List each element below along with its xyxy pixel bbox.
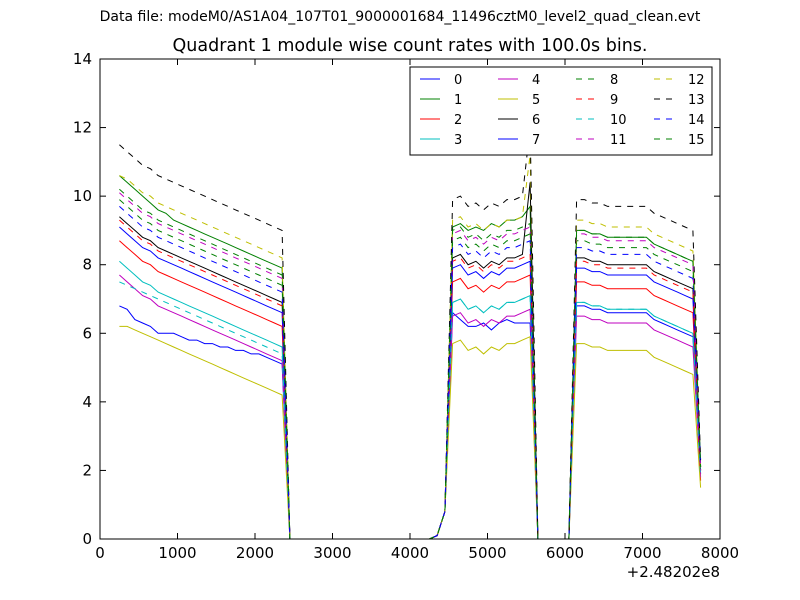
legend-label-2: 2 [454, 113, 462, 128]
series-line-7 [119, 226, 702, 540]
series-line-13 [119, 127, 702, 540]
x-tick-label: 0 [95, 544, 105, 562]
x-tick-label: 3000 [313, 544, 351, 562]
x-tick-label: 7000 [623, 544, 661, 562]
series-line-2 [119, 240, 702, 540]
y-tick-label: 12 [73, 119, 92, 137]
chart-title: Quadrant 1 module wise count rates with … [172, 36, 648, 56]
legend-label-9: 9 [610, 93, 618, 108]
y-tick-label: 10 [73, 187, 92, 205]
legend-label-5: 5 [532, 93, 540, 108]
legend-label-4: 4 [532, 73, 540, 88]
legend-label-15: 15 [688, 133, 705, 148]
x-tick-label: 4000 [391, 544, 429, 562]
series-line-5 [119, 325, 702, 540]
legend-label-0: 0 [454, 73, 462, 88]
series-line-10 [119, 281, 702, 540]
series-line-8 [119, 199, 702, 540]
y-tick-label: 8 [82, 256, 92, 274]
legend-label-1: 1 [454, 93, 462, 108]
legend-label-3: 3 [454, 133, 462, 148]
legend-label-10: 10 [610, 113, 627, 128]
legend-box [409, 66, 713, 156]
x-tick-label: 5000 [468, 544, 506, 562]
legend-label-7: 7 [532, 133, 540, 148]
y-tick-label: 14 [73, 50, 92, 68]
x-offset-label: +2.48202e8 [627, 563, 720, 581]
series-line-1 [119, 175, 702, 540]
series-line-3 [119, 260, 702, 540]
series-line-9 [119, 219, 702, 540]
y-tick-label: 2 [82, 461, 92, 479]
legend-label-13: 13 [688, 93, 705, 108]
legend-label-12: 12 [688, 73, 705, 88]
series-line-0 [119, 305, 702, 540]
legend-label-8: 8 [610, 73, 618, 88]
legend-label-14: 14 [688, 113, 705, 128]
legend-label-6: 6 [532, 113, 540, 128]
figure-suptitle: Data file: modeM0/AS1A04_107T01_90000016… [99, 9, 701, 25]
x-tick-label: 8000 [701, 544, 739, 562]
series-line-6 [119, 182, 702, 540]
series-line-11 [119, 192, 702, 540]
x-tick-label: 1000 [158, 544, 196, 562]
series-line-4 [119, 274, 702, 540]
series-lines [119, 127, 702, 540]
series-line-15 [119, 188, 702, 540]
x-tick-label: 2000 [236, 544, 274, 562]
y-tick-label: 4 [82, 393, 92, 411]
series-line-12 [119, 154, 702, 540]
axes: 0 1000 2000 3000 4000 5000 6000 7000 80000246810… [73, 50, 739, 581]
x-tick-label: 6000 [546, 544, 584, 562]
y-tick-label: 6 [82, 324, 92, 342]
legend-label-11: 11 [610, 133, 627, 148]
y-tick-label: 0 [82, 530, 92, 548]
series-line-14 [119, 206, 702, 540]
